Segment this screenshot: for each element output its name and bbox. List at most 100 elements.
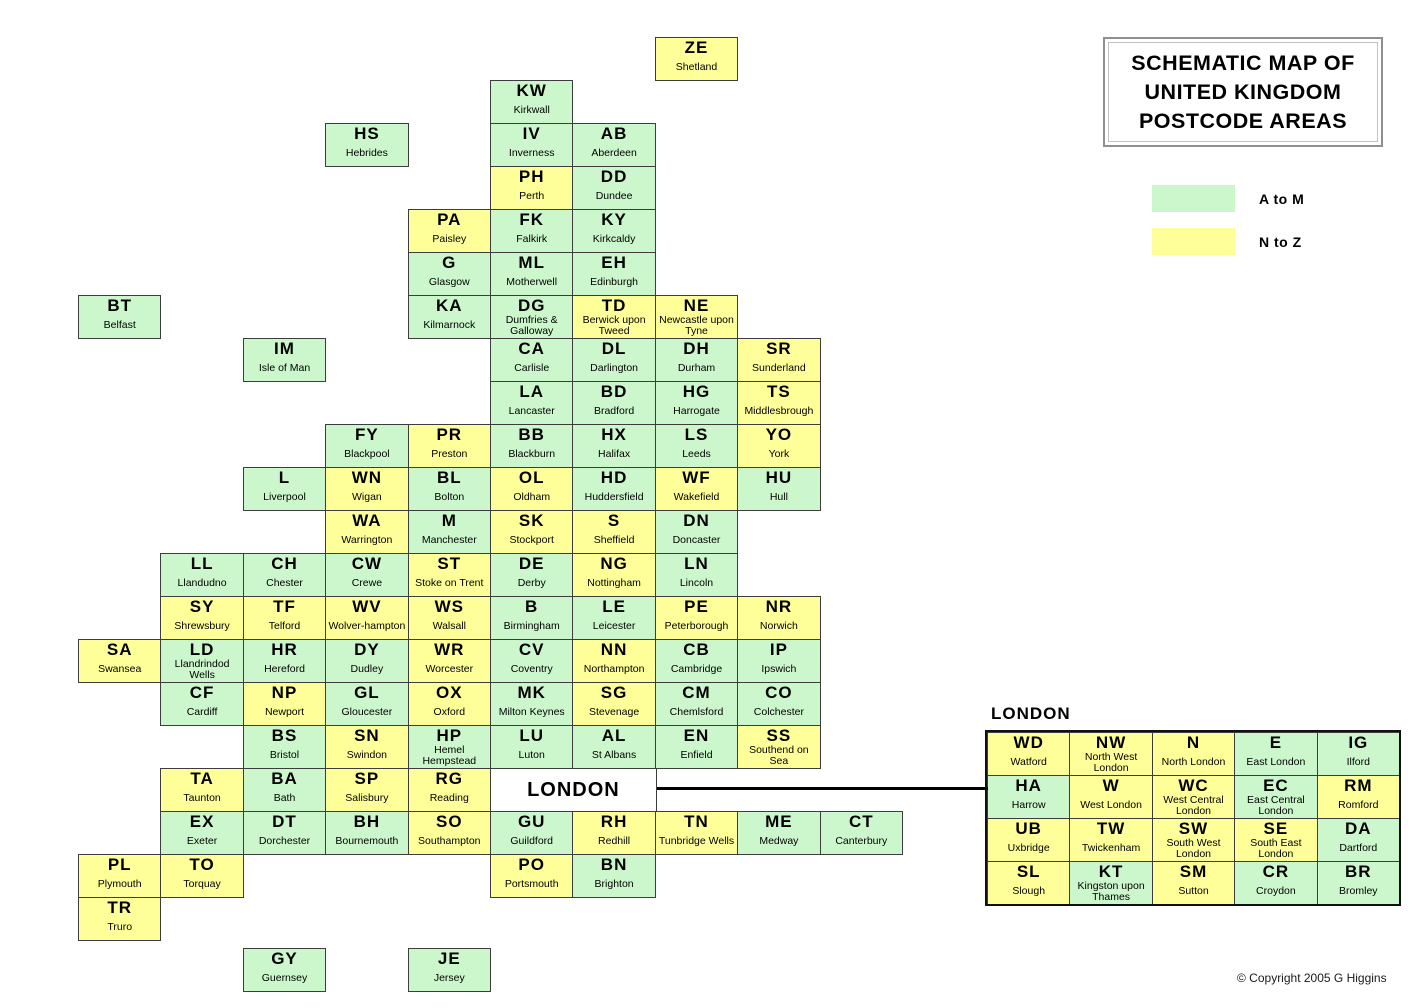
postcode-code: WF [682,468,711,487]
postcode-code: CH [271,554,298,573]
postcode-cell-ba: BA Bath [242,768,327,812]
postcode-code: PL [107,855,132,874]
postcode-code: BR [1345,862,1372,881]
postcode-cell-se: SE South East London [1234,818,1318,862]
postcode-place-name: Blackpool [344,448,390,460]
postcode-place-name: Chemlsford [669,706,724,718]
postcode-cell-wv: WV Wolver-hampton [325,596,409,640]
postcode-cell-ls: LS Leeds [654,424,739,468]
postcode-place-name: Stoke on Trent [415,577,484,589]
postcode-code: NP [271,683,298,702]
postcode-cell-dh: DH Durham [654,338,739,382]
postcode-place-name: Enfield [680,749,713,761]
postcode-cell-w: W West London [1069,775,1153,819]
postcode-place-name: Torquay [183,878,221,890]
postcode-cell-je: JE Jersey [407,948,491,992]
postcode-place-name: Leicester [592,620,636,632]
postcode-cell-hp: HP Hemel Hempstead [407,725,491,769]
postcode-cell-wn: WN Wigan [325,467,409,511]
postcode-cell-rm: RM Romford [1316,775,1400,819]
postcode-cell-gu: GU Guildford [490,811,574,855]
postcode-code: G [442,253,457,272]
postcode-place-name: Worcester [425,663,474,675]
postcode-place-name: Edinburgh [590,276,639,288]
postcode-cell-ph: PH Perth [490,166,574,210]
postcode-cell-ky: KY Kirkcaldy [572,209,656,253]
postcode-place-name: Walsall [432,620,467,632]
postcode-cell-hr: HR Hereford [242,639,327,683]
postcode-place-name: Telford [268,620,301,632]
postcode-cell-td: TD Berwick upon Tweed [572,295,656,339]
postcode-cell-dn: DN Doncaster [654,510,739,554]
postcode-cell-sm: SM Sutton [1151,861,1236,905]
postcode-cell-ts: TS Middlesbrough [737,381,821,425]
postcode-cell-bs: BS Bristol [242,725,327,769]
postcode-code: FK [519,210,545,229]
postcode-cell-nw: NW North West London [1069,732,1153,776]
postcode-code: SR [766,339,792,358]
postcode-place-name: Reading [429,792,469,804]
postcode-code: ME [765,812,793,831]
postcode-place-name: South West London [1166,837,1221,860]
postcode-cell-to: TO Torquay [160,854,244,898]
postcode-code: SO [436,812,463,831]
postcode-cell-mk: MK Milton Keynes [490,682,574,726]
postcode-cell-e: E East London [1234,732,1318,776]
postcode-place-name: Bristol [269,749,300,761]
postcode-cell-sw: SW South West London [1151,818,1236,862]
postcode-place-name: Motherwell [506,276,558,288]
postcode-cell-g: G Glasgow [407,252,491,296]
postcode-place-name: Crewe [351,577,383,589]
postcode-code: SK [518,511,545,530]
postcode-cell-im: IM Isle of Man [242,338,327,382]
postcode-code: WC [1178,776,1209,795]
postcode-code: IG [1348,733,1369,752]
postcode-cell-kw: KW Kirkwall [490,80,574,124]
postcode-place-name: Darlington [590,362,639,374]
postcode-place-name: Liverpool [263,491,306,503]
postcode-code: W [1102,776,1120,795]
postcode-place-name: Halifax [598,448,631,460]
postcode-code: B [525,597,539,616]
postcode-code: SE [1263,819,1289,838]
postcode-place-name: Tunbridge Wells [658,835,735,847]
postcode-cell-kt: KT Kingston upon Thames [1069,861,1153,905]
postcode-place-name: Newcastle upon Tyne [659,314,734,337]
postcode-place-name: Harrow [1011,799,1046,811]
postcode-code: TO [189,855,215,874]
postcode-code: DD [600,167,628,186]
postcode-place-name: Swindon [346,749,388,761]
postcode-cell-en: EN Enfield [654,725,739,769]
postcode-place-name: Manchester [421,534,477,546]
postcode-place-name: Sunderland [752,362,806,374]
postcode-code: NG [600,554,628,573]
postcode-place-name: Harrogate [673,405,720,417]
postcode-code: TA [190,769,214,788]
postcode-place-name: Dundee [595,190,633,202]
postcode-code: CT [848,812,874,831]
postcode-cell-ct: CT Canterbury [819,811,903,855]
postcode-cell-fk: FK Falkirk [490,209,574,253]
postcode-code: PE [684,597,709,616]
postcode-place-name: Warrington [341,534,393,546]
postcode-cell-wa: WA Warrington [325,510,409,554]
postcode-code: MK [517,683,546,702]
postcode-place-name: Dumfries & Galloway [505,314,558,337]
postcode-code: IM [274,339,295,358]
postcode-cell-bl: BL Bolton [407,467,491,511]
postcode-code: HP [436,726,463,745]
postcode-place-name: Doncaster [672,534,721,546]
postcode-code: LA [519,382,545,401]
postcode-cell-m: M Manchester [407,510,491,554]
postcode-cell-iv: IV Inverness [490,123,574,167]
postcode-cell-s: S Sheffield [572,510,656,554]
postcode-code: NR [765,597,793,616]
postcode-cell-ld: LD Llandrindod Wells [160,639,244,683]
postcode-code: BN [600,855,628,874]
postcode-place-name: Watford [1010,756,1047,768]
postcode-cell-nr: NR Norwich [737,596,821,640]
postcode-cell-tf: TF Telford [242,596,327,640]
postcode-code: WV [352,597,382,616]
postcode-place-name: Truro [107,921,133,933]
postcode-place-name: Durham [677,362,716,374]
